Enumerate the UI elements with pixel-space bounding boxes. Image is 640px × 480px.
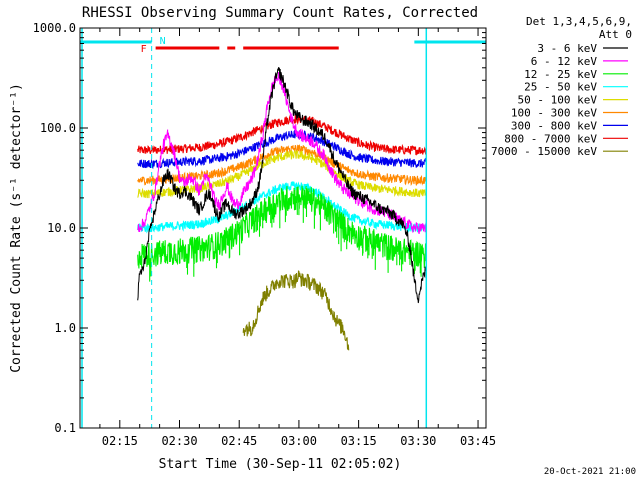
footer-timestamp: 20-Oct-2021 21:00 bbox=[544, 467, 636, 477]
series-12-25-kev-line bbox=[137, 185, 427, 282]
series-3-6-kev-line bbox=[137, 67, 427, 304]
y-tick-label: 0.1 bbox=[54, 421, 76, 435]
x-tick-label: 03:15 bbox=[341, 434, 377, 448]
y-axis-label: Corrected Count Rate (s⁻¹ detector⁻¹) bbox=[9, 83, 24, 373]
y-tick-label: 10.0 bbox=[47, 221, 76, 235]
flare-flag-label: F bbox=[141, 44, 147, 55]
x-tick-label: 03:30 bbox=[400, 434, 436, 448]
legend-label-300-800-kev: 300 - 800 keV bbox=[511, 119, 597, 132]
y-tick-label: 100.0 bbox=[40, 121, 76, 135]
legend-label-800-7000-kev: 800 - 7000 keV bbox=[504, 132, 597, 145]
y-tick-label: 1000.0 bbox=[33, 21, 76, 35]
x-tick-label: 03:45 bbox=[460, 434, 496, 448]
legend-label-7000-15000-kev: 7000 - 15000 keV bbox=[491, 145, 597, 158]
legend-header-line-2: Att 0 bbox=[599, 28, 632, 41]
x-tick-label: 03:00 bbox=[281, 434, 317, 448]
night-flag-label: N bbox=[160, 36, 166, 47]
legend-label-50-100-kev: 50 - 100 keV bbox=[518, 94, 598, 107]
series-300-800-kev-line bbox=[137, 129, 427, 170]
legend-label-3-6-kev: 3 - 6 keV bbox=[537, 42, 597, 55]
legend-label-12-25-kev: 12 - 25 keV bbox=[524, 68, 597, 81]
legend-label-100-300-kev: 100 - 300 keV bbox=[511, 107, 597, 120]
x-axis-label: Start Time (30-Sep-11 02:05:02) bbox=[159, 457, 402, 472]
plot-data-layer bbox=[137, 67, 427, 351]
x-tick-label: 02:15 bbox=[102, 434, 138, 448]
x-tick-label: 02:45 bbox=[221, 434, 257, 448]
legend-label-6-12-kev: 6 - 12 keV bbox=[531, 55, 598, 68]
chart-title: RHESSI Observing Summary Count Rates, Co… bbox=[82, 5, 478, 21]
series-800-7000-kev-line bbox=[137, 114, 427, 156]
axis-layer: 0.1 1.0 10.0 100.0 1000.0 02:15 02:30 02:45 03:0… bbox=[33, 21, 496, 448]
legend-header-line-1: Det 1,3,4,5,6,9, bbox=[526, 15, 632, 28]
legend-label-25-50-kev: 25 - 50 keV bbox=[524, 81, 597, 94]
series-7000-15000-kev-line bbox=[242, 270, 350, 351]
x-tick-label: 02:30 bbox=[161, 434, 197, 448]
y-tick-label: 1.0 bbox=[54, 321, 76, 335]
